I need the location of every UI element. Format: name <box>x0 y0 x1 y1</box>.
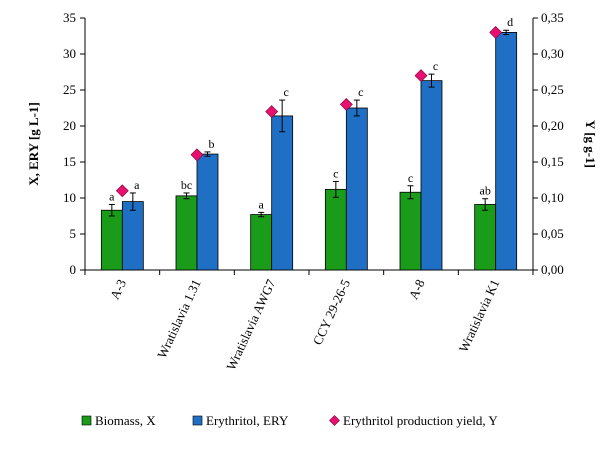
significance-label-erythritol: a <box>134 178 140 192</box>
right-tick-label: 0,00 <box>541 262 564 277</box>
category-label: Wratislavia 1.31 <box>154 277 204 361</box>
significance-label-biomass: c <box>333 166 338 180</box>
significance-label-biomass: c <box>408 171 413 185</box>
right-tick-label: 0,10 <box>541 190 564 205</box>
right-tick-label: 0,20 <box>541 118 564 133</box>
significance-label-erythritol: d <box>507 15 513 29</box>
bar-biomass <box>250 214 273 271</box>
category-label: Wratislavia K1 <box>456 277 503 355</box>
y2-axis-title: Y [g g-1] <box>583 120 598 168</box>
bar-erythritol <box>420 80 443 271</box>
significance-label-biomass: bc <box>181 178 192 192</box>
left-tick-label: 0 <box>70 262 77 277</box>
left-tick-label: 35 <box>63 10 76 25</box>
significance-label-erythritol: c <box>433 59 438 73</box>
legend-label: Biomass, X <box>95 413 156 428</box>
significance-label-biomass: ab <box>480 184 491 198</box>
left-tick-label: 30 <box>63 46 76 61</box>
left-tick-label: 25 <box>63 82 76 97</box>
y-axis-title: X, ERY [g L-1] <box>26 102 41 186</box>
significance-label-erythritol: c <box>284 85 289 99</box>
right-tick-label: 0,25 <box>541 82 564 97</box>
bar-erythritol <box>345 107 368 271</box>
significance-label-biomass: a <box>109 189 115 203</box>
category-label: Wratislavia AWG7 <box>223 276 278 372</box>
bar-erythritol <box>121 201 144 271</box>
bar-erythritol <box>495 32 518 271</box>
left-tick-label: 20 <box>63 118 76 133</box>
legend-swatch <box>192 415 203 426</box>
bar-erythritol <box>196 153 219 271</box>
category-label: A-3 <box>107 277 129 302</box>
bar-biomass <box>175 195 198 271</box>
category-label: CCY 29-26-5 <box>310 277 353 347</box>
legend-swatch <box>329 415 340 426</box>
right-tick-label: 0,30 <box>541 46 564 61</box>
yield-marker <box>489 25 503 39</box>
yield-marker <box>265 105 279 119</box>
bar-biomass <box>399 191 422 271</box>
category-label: A-8 <box>406 277 428 302</box>
bar-biomass <box>100 209 123 271</box>
left-tick-label: 10 <box>63 190 76 205</box>
yield-marker <box>190 148 204 162</box>
yield-marker <box>115 184 129 198</box>
right-tick-label: 0,05 <box>541 226 564 241</box>
right-tick-label: 0,35 <box>541 10 564 25</box>
left-tick-label: 5 <box>70 226 77 241</box>
significance-label-erythritol: c <box>358 85 363 99</box>
yield-marker <box>339 97 353 111</box>
left-tick-label: 15 <box>63 154 76 169</box>
right-tick-label: 0,15 <box>541 154 564 169</box>
bar-biomass <box>324 188 347 271</box>
legend-label: Erythritol production yield, Y <box>343 413 498 428</box>
significance-label-erythritol: b <box>209 137 215 151</box>
bar-erythritol <box>271 115 294 271</box>
legend-swatch <box>81 415 92 426</box>
significance-label-biomass: a <box>259 197 265 211</box>
yield-marker <box>414 69 428 83</box>
legend-label: Erythritol, ERY <box>206 413 289 428</box>
bar-biomass <box>474 204 497 271</box>
